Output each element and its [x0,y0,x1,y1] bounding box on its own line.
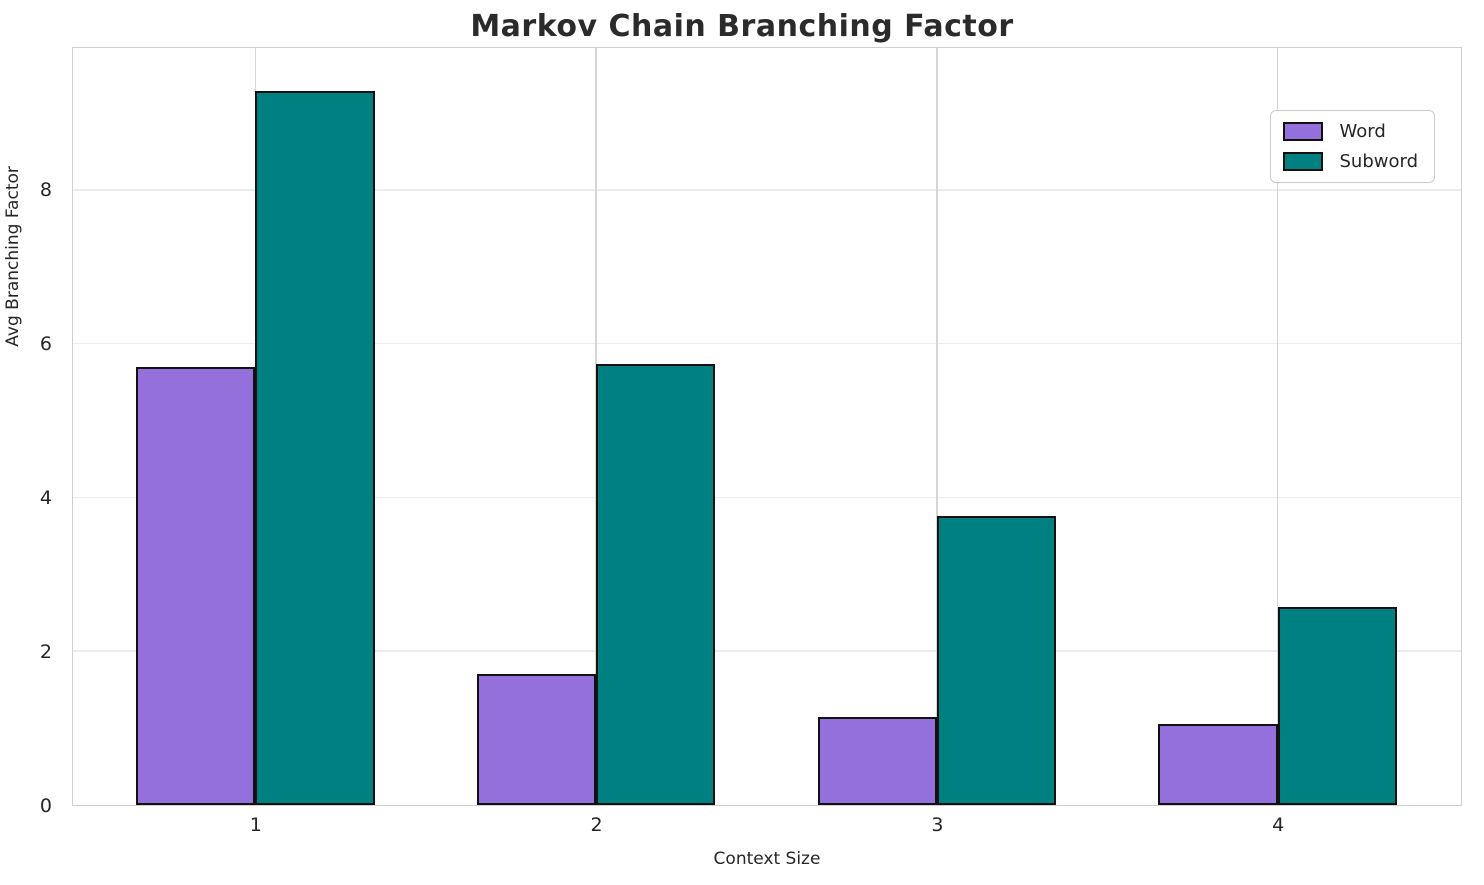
bar-subword-context-3 [936,515,1057,805]
gridline-vertical [936,48,938,805]
bar-word-context-3 [817,716,937,805]
bar-word-context-2 [476,674,597,805]
y-tick-label: 8 [39,179,52,202]
plot-area: Word Subword [72,47,1462,806]
x-tick-label: 4 [1272,814,1285,836]
plot-grid-and-bars [73,48,1461,805]
gridline-horizontal [73,189,1461,191]
bar-subword-context-2 [596,363,716,805]
y-tick-label: 6 [39,333,52,356]
x-tick-label: 3 [931,814,944,836]
y-tick-label: 4 [39,486,52,509]
gridline-horizontal [73,496,1461,499]
bar-word-context-4 [1158,724,1278,805]
legend-swatch-subword-icon [1283,152,1324,171]
legend-item-subword: Subword [1283,152,1418,171]
legend-item-word: Word [1283,122,1418,141]
x-axis-label: Context Size [713,849,821,869]
legend-swatch-word-icon [1283,122,1324,141]
x-tick-label: 2 [590,814,603,836]
bar-subword-context-1 [255,91,375,805]
gridline-vertical [1276,48,1279,805]
bar-subword-context-4 [1277,607,1397,805]
bar-word-context-1 [136,366,256,805]
y-tick-label: 2 [39,640,52,663]
x-tick-label: 1 [249,814,262,836]
y-tick-label: 0 [39,794,52,817]
gridline-horizontal [73,342,1461,345]
legend-label-word: Word [1339,120,1386,142]
legend: Word Subword [1270,110,1435,183]
y-axis-ticks: 0 2 4 6 8 [0,47,62,815]
chart-title: Markov Chain Branching Factor [470,9,1014,44]
legend-label-subword: Subword [1339,150,1418,172]
y-axis-label: Avg Branching Factor [3,166,23,347]
gridline-horizontal [73,650,1461,652]
x-axis-ticks: 1 2 3 4 [72,816,1462,844]
